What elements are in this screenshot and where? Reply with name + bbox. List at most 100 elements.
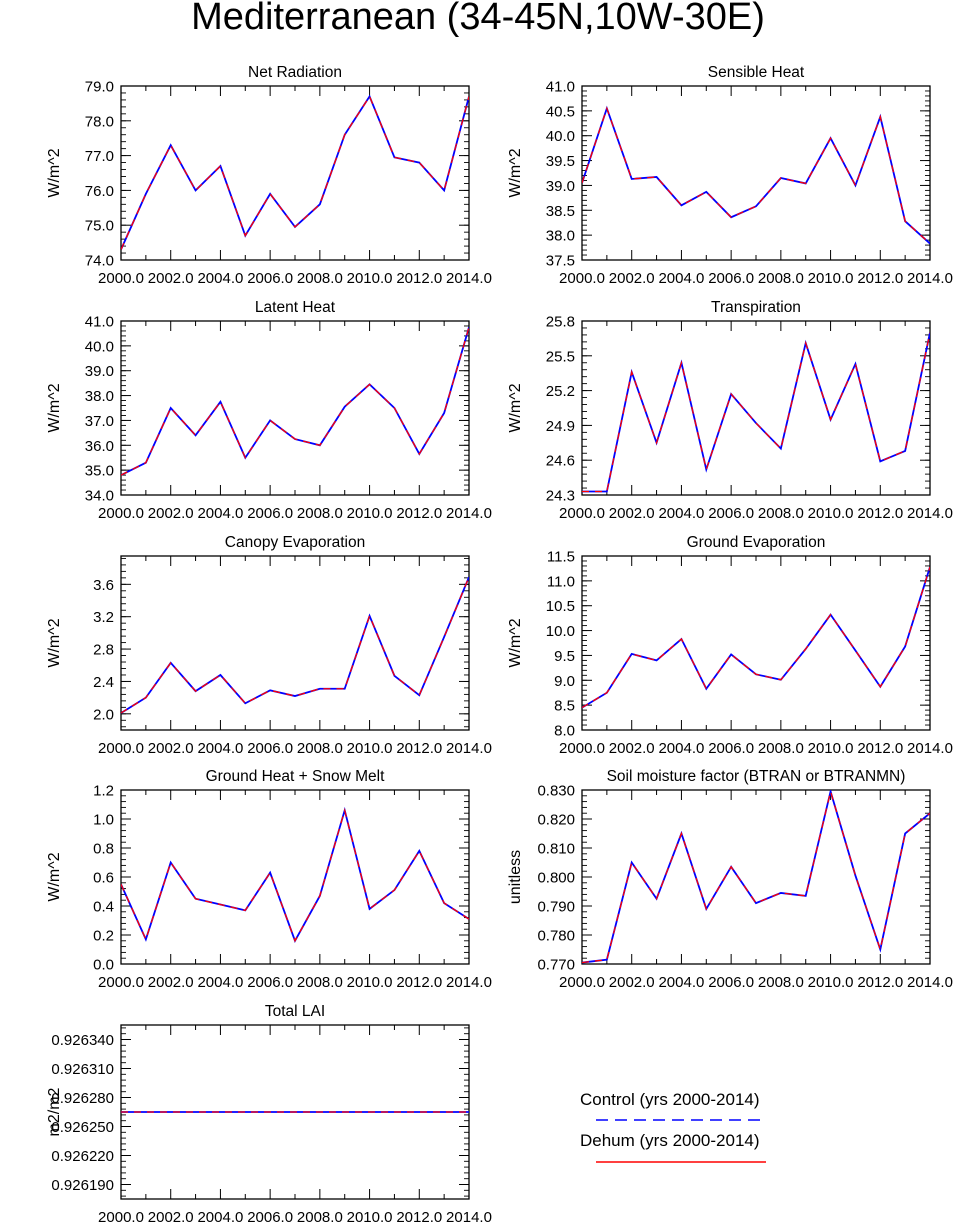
chart-panel: Transpiration W/m^2 2000.0 2002.0 2004.0 2006… — [507, 299, 953, 522]
x-tick-label: 2002.0 — [609, 974, 655, 991]
x-tick-label: 2006.0 — [708, 270, 754, 287]
x-tick-label: 2006.0 — [247, 505, 293, 522]
x-tick-label: 2012.0 — [396, 740, 442, 757]
y-tick-label: 24.3 — [546, 488, 575, 505]
y-tick-label: 9.5 — [554, 648, 575, 665]
x-tick-label: 2004.0 — [658, 740, 704, 757]
y-tick-label: 76.0 — [85, 183, 114, 200]
x-tick-label: 2012.0 — [396, 1209, 442, 1226]
plot-frame — [120, 320, 470, 496]
chart-title: Soil moisture factor (BTRAN or BTRANMN) — [607, 768, 906, 785]
x-tick-label: 2000.0 — [98, 270, 144, 287]
x-tick-label: 2014.0 — [446, 270, 492, 287]
y-tick-label: 0.800 — [537, 870, 575, 887]
series-line-control — [582, 566, 930, 709]
x-tick-label: 2002.0 — [148, 1209, 194, 1226]
y-tick-label: 25.2 — [546, 383, 575, 400]
y-tick-label: 1.0 — [93, 812, 114, 829]
chart-title: Total LAI — [265, 1003, 325, 1020]
x-tick-label: 2010.0 — [347, 505, 393, 522]
x-tick-label: 2000.0 — [559, 740, 605, 757]
x-tick-label: 2002.0 — [609, 270, 655, 287]
x-tick-label: 2004.0 — [197, 740, 243, 757]
x-tick-label: 2004.0 — [197, 270, 243, 287]
y-tick-label: 0.0 — [93, 957, 114, 974]
chart-panel: Ground Heat + Snow Melt W/m^2 2000.0 2002.0… — [46, 768, 492, 991]
x-tick-label: 2006.0 — [247, 974, 293, 991]
y-tick-label: 0.6 — [93, 870, 114, 887]
y-tick-label: 39.5 — [546, 153, 575, 170]
series-line-control — [121, 326, 469, 476]
x-tick-label: 2010.0 — [347, 974, 393, 991]
x-tick-label: 2004.0 — [197, 974, 243, 991]
y-tick-label: 10.0 — [546, 623, 575, 640]
y-axis-label: unitless — [507, 850, 524, 904]
x-tick-label: 2006.0 — [247, 1209, 293, 1226]
y-tick-label: 39.0 — [546, 178, 575, 195]
y-tick-label: 37.0 — [85, 413, 114, 430]
x-tick-label: 2000.0 — [98, 505, 144, 522]
y-tick-label: 2.8 — [93, 642, 114, 659]
x-tick-label: 2014.0 — [446, 505, 492, 522]
legend-control-label: Control (yrs 2000-2014) — [580, 1090, 760, 1109]
chart-title: Transpiration — [711, 299, 801, 316]
y-tick-label: 40.0 — [85, 338, 114, 355]
x-tick-label: 2010.0 — [808, 974, 854, 991]
x-tick-label: 2006.0 — [247, 740, 293, 757]
x-tick-label: 2000.0 — [559, 270, 605, 287]
x-tick-label: 2010.0 — [808, 505, 854, 522]
y-tick-label: 24.6 — [546, 453, 575, 470]
y-tick-label: 36.0 — [85, 438, 114, 455]
series-line-dehum — [121, 576, 469, 714]
y-tick-label: 0.810 — [537, 841, 575, 858]
x-tick-label: 2010.0 — [808, 740, 854, 757]
x-tick-label: 2004.0 — [197, 1209, 243, 1226]
y-tick-label: 3.6 — [93, 577, 114, 594]
chart-panel: Soil moisture factor (BTRAN or BTRANMN) u… — [507, 768, 953, 991]
y-tick-label: 0.780 — [537, 928, 575, 945]
y-tick-label: 3.2 — [93, 609, 114, 626]
y-tick-label: 8.0 — [554, 723, 575, 740]
x-tick-label: 2004.0 — [197, 505, 243, 522]
plot-frame — [120, 85, 470, 261]
y-tick-label: 11.0 — [547, 573, 575, 590]
x-tick-label: 2004.0 — [658, 505, 704, 522]
y-tick-label: 0.770 — [537, 957, 575, 974]
y-tick-label: 10.5 — [546, 598, 575, 615]
y-tick-label: 2.0 — [93, 706, 114, 723]
x-tick-label: 2000.0 — [559, 974, 605, 991]
x-tick-label: 2000.0 — [559, 505, 605, 522]
y-tick-label: 74.0 — [85, 253, 114, 270]
plot-frame — [581, 320, 931, 496]
chart-title: Net Radiation — [248, 64, 342, 81]
y-tick-label: 1.2 — [93, 783, 114, 800]
x-tick-label: 2008.0 — [297, 974, 343, 991]
y-tick-label: 0.926220 — [51, 1148, 114, 1165]
x-tick-label: 2002.0 — [148, 974, 194, 991]
y-axis-label: W/m^2 — [46, 148, 63, 197]
y-tick-label: 24.9 — [546, 418, 575, 435]
y-tick-label: 75.0 — [85, 218, 114, 235]
y-axis-label: W/m^2 — [46, 383, 63, 432]
y-tick-label: 39.0 — [85, 363, 114, 380]
y-tick-label: 0.926340 — [51, 1032, 114, 1049]
x-tick-label: 2012.0 — [396, 505, 442, 522]
x-tick-label: 2002.0 — [609, 740, 655, 757]
series-line-control — [121, 576, 469, 714]
y-tick-label: 78.0 — [85, 113, 114, 130]
x-tick-label: 2002.0 — [609, 505, 655, 522]
y-tick-label: 38.5 — [546, 203, 575, 220]
y-tick-label: 0.830 — [537, 783, 575, 800]
x-tick-label: 2008.0 — [758, 974, 804, 991]
chart-panel: Latent Heat W/m^2 2000.0 2002.0 2004.0 2006.0… — [46, 299, 492, 522]
y-tick-label: 11.5 — [547, 549, 575, 566]
x-tick-label: 2012.0 — [857, 974, 903, 991]
plot-frame — [581, 85, 931, 261]
x-tick-label: 2006.0 — [247, 270, 293, 287]
x-tick-label: 2014.0 — [446, 740, 492, 757]
x-tick-label: 2014.0 — [907, 505, 953, 522]
x-tick-label: 2002.0 — [148, 270, 194, 287]
